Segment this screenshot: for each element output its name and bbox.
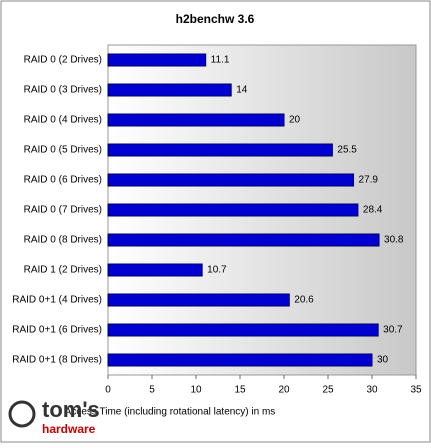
logo-icon — [8, 400, 36, 428]
value-label: 30.7 — [383, 325, 403, 336]
x-tick-label: 15 — [234, 385, 246, 396]
x-tick-label: 30 — [366, 385, 378, 396]
bar — [107, 203, 359, 217]
value-label: 10.7 — [207, 265, 227, 276]
y-tick-label: RAID 0 (2 Drives) — [24, 55, 102, 66]
value-label: 25.5 — [337, 145, 357, 156]
x-tick-label: 25 — [322, 385, 334, 396]
y-tick-label: RAID 0+1 (8 Drives) — [12, 355, 102, 366]
value-label: 11.1 — [211, 55, 230, 66]
y-tick-label: RAID 1 (2 Drives) — [24, 265, 102, 276]
bar — [107, 113, 285, 127]
y-tick-label: RAID 0+1 (6 Drives) — [12, 325, 102, 336]
bar — [107, 53, 207, 67]
bar — [107, 353, 373, 367]
x-tick-label: 5 — [149, 385, 155, 396]
value-label: 30.8 — [384, 235, 404, 246]
bar — [107, 263, 203, 277]
value-label: 20.6 — [294, 295, 314, 306]
logo-text: tom's — [42, 397, 100, 422]
y-tick-label: RAID 0 (3 Drives) — [24, 85, 102, 96]
value-label: 20 — [289, 115, 301, 126]
y-tick-label: RAID 0 (4 Drives) — [24, 115, 102, 126]
bar — [107, 323, 379, 337]
bar — [107, 83, 232, 97]
chart-title: h2benchw 3.6 — [176, 12, 255, 26]
x-tick-label: 0 — [105, 385, 111, 396]
value-label: 14 — [236, 85, 248, 96]
x-tick-label: 20 — [278, 385, 290, 396]
bar — [107, 293, 290, 307]
value-label: 30 — [377, 355, 389, 366]
bar — [107, 233, 380, 247]
value-label: 28.4 — [363, 205, 383, 216]
bar — [107, 143, 333, 157]
value-label: 27.9 — [359, 175, 379, 186]
x-tick-label: 35 — [410, 385, 422, 396]
y-tick-label: RAID 0+1 (4 Drives) — [12, 295, 102, 306]
bar — [107, 173, 355, 187]
y-tick-label: RAID 0 (7 Drives) — [24, 205, 102, 216]
x-tick-label: 10 — [190, 385, 202, 396]
y-tick-label: RAID 0 (5 Drives) — [24, 145, 102, 156]
logo-text: hardware — [42, 422, 96, 436]
y-tick-label: RAID 0 (8 Drives) — [24, 235, 102, 246]
y-tick-label: RAID 0 (6 Drives) — [24, 175, 102, 186]
x-axis-title: Access Time (including rotational latenc… — [65, 407, 276, 418]
